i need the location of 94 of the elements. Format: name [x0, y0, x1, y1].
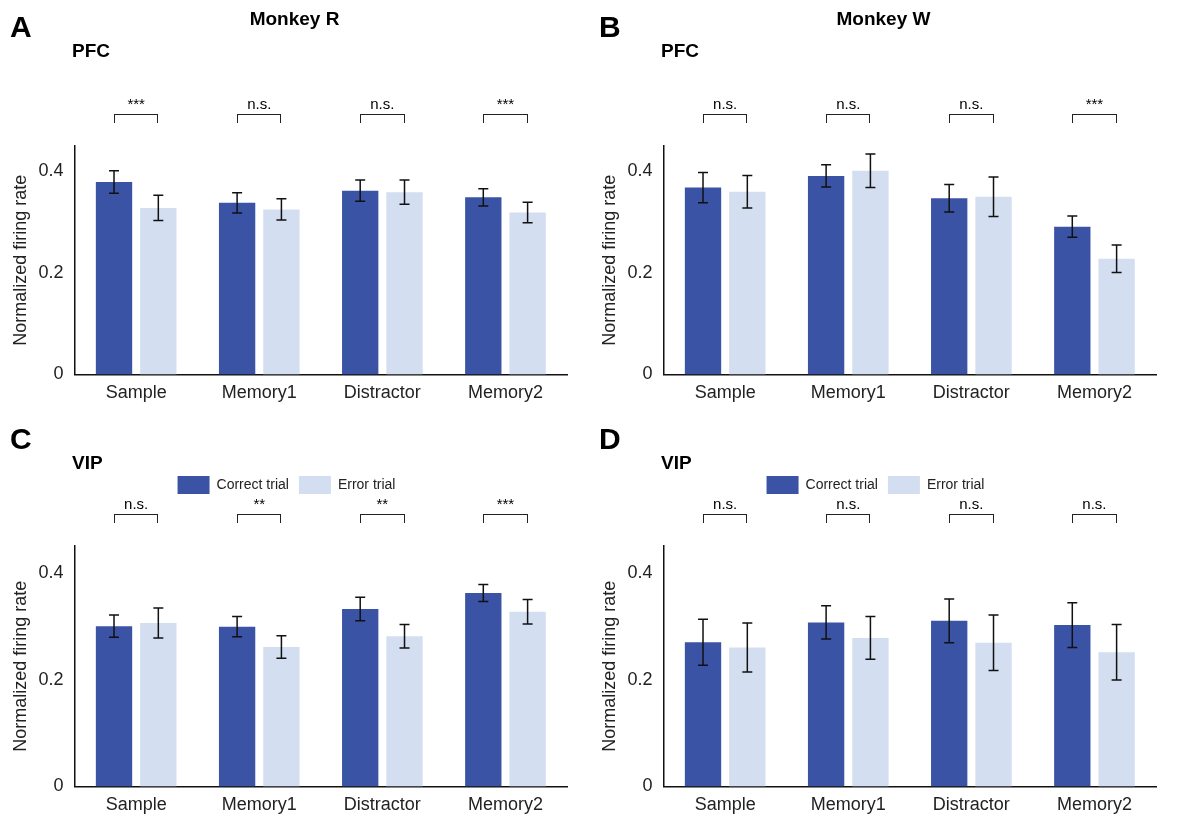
bar: [386, 192, 423, 375]
chart-subtitle: PFC: [72, 40, 110, 62]
x-tick-label: Sample: [105, 382, 167, 403]
bar: [1054, 226, 1091, 375]
bar: [263, 209, 300, 375]
text: ***: [1085, 95, 1104, 112]
text: n.s.: [247, 95, 272, 112]
chart-title: Monkey R: [249, 8, 340, 29]
x-tick-label: Memory1: [221, 794, 297, 815]
x-tick-label: Distractor: [343, 794, 421, 815]
x-tick-label: Distractor: [343, 382, 421, 403]
bar: [931, 620, 968, 787]
y-tick-label: 0: [53, 775, 64, 796]
y-tick-label: 0: [53, 363, 64, 384]
x-tick-label: Sample: [694, 382, 756, 403]
bar: [509, 611, 546, 787]
text: n.s.: [959, 495, 984, 512]
bar: [95, 626, 133, 787]
bar: [852, 170, 889, 375]
legend-label: Error trial: [337, 475, 396, 492]
bar: [1054, 625, 1091, 787]
bar: [465, 593, 502, 787]
bar: [684, 642, 722, 787]
text: n.s.: [836, 495, 861, 512]
y-tick-label: 0.4: [627, 160, 653, 181]
text: B: [599, 10, 621, 44]
bar: [509, 212, 546, 375]
y-axis-title: Normalized firing rate: [598, 580, 619, 752]
text: ***: [127, 95, 145, 112]
text: n.s.: [713, 95, 738, 112]
x-tick-label: Sample: [694, 794, 756, 815]
x-tick-label: Memory1: [221, 382, 297, 403]
bar: [465, 197, 502, 375]
y-axis-title: Normalized firing rate: [9, 580, 30, 752]
text: A: [10, 10, 32, 44]
y-tick-label: 0.2: [38, 261, 64, 282]
legend-label: Correct trial: [216, 475, 289, 492]
text: n.s.: [836, 95, 861, 112]
text: n.s.: [370, 95, 395, 112]
bar: [342, 609, 379, 787]
chart-subtitle: VIP: [661, 452, 692, 474]
y-tick-label: 0: [642, 363, 653, 384]
y-axis-title: Normalized firing rate: [9, 174, 30, 346]
y-axis-title: Normalized firing rate: [598, 174, 619, 346]
text: ***: [496, 95, 515, 112]
x-tick-label: Memory2: [467, 794, 543, 815]
bar: [807, 175, 845, 375]
legend-label: Error trial: [926, 475, 985, 492]
y-tick-label: 0.4: [38, 561, 64, 582]
text: ***: [496, 495, 515, 512]
x-tick-label: Memory1: [810, 794, 886, 815]
bar: [975, 642, 1012, 787]
text: n.s.: [124, 495, 149, 512]
bar: [931, 198, 968, 375]
bar: [1098, 652, 1135, 787]
bar: [386, 636, 423, 787]
bar: [342, 190, 379, 375]
text: n.s.: [959, 95, 984, 112]
y-tick-label: 0.4: [627, 561, 653, 582]
bar: [684, 187, 722, 375]
chart-subtitle: PFC: [661, 40, 699, 62]
text: **: [376, 495, 389, 512]
bar: [218, 626, 256, 787]
y-tick-label: 0.2: [627, 668, 653, 689]
bar: [263, 646, 300, 787]
bar: [140, 207, 177, 375]
y-tick-label: 0.2: [627, 261, 653, 282]
text: **: [253, 495, 266, 512]
bar: [140, 622, 177, 787]
legend-label: Correct trial: [805, 475, 878, 492]
chart-subtitle: VIP: [72, 452, 103, 474]
text: D: [599, 422, 621, 456]
x-tick-label: Memory2: [1056, 382, 1132, 403]
bar: [729, 191, 766, 375]
y-tick-label: 0.4: [38, 160, 64, 181]
text: n.s.: [1082, 495, 1107, 512]
bar: [975, 196, 1012, 375]
x-tick-label: Memory2: [1056, 794, 1132, 815]
x-tick-label: Memory1: [810, 382, 886, 403]
bar: [1098, 258, 1135, 375]
bar: [807, 622, 845, 787]
x-tick-label: Distractor: [932, 382, 1010, 403]
bar: [218, 202, 256, 375]
y-tick-label: 0.2: [38, 668, 64, 689]
bar: [729, 647, 766, 787]
x-tick-label: Sample: [105, 794, 167, 815]
chart-title: Monkey W: [836, 8, 931, 29]
x-tick-label: Memory2: [467, 382, 543, 403]
bar: [95, 182, 133, 375]
text: n.s.: [713, 495, 738, 512]
text: C: [10, 422, 32, 456]
x-tick-label: Distractor: [932, 794, 1010, 815]
y-tick-label: 0: [642, 775, 653, 796]
bar: [852, 637, 889, 787]
